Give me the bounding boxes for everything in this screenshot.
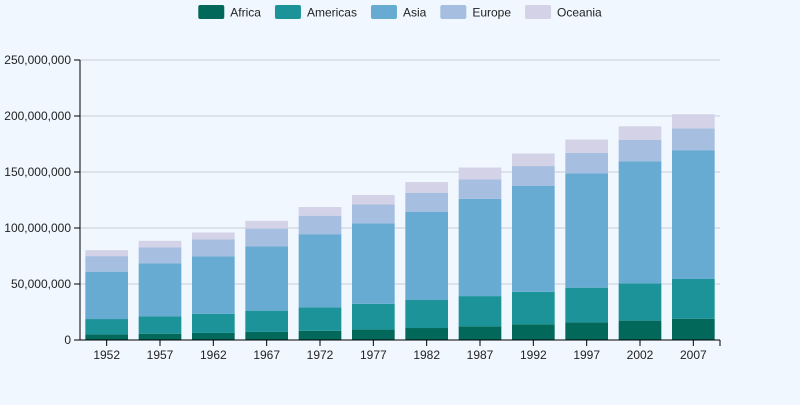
bar-africa-1987[interactable] — [458, 326, 502, 340]
bar-americas-2007[interactable] — [672, 278, 715, 319]
bar-asia-1992[interactable] — [512, 186, 555, 292]
bar-africa-1957[interactable] — [138, 333, 182, 340]
bar-americas-1982[interactable] — [405, 300, 448, 329]
bar-africa-1982[interactable] — [405, 328, 448, 340]
bar-oceania-1992[interactable] — [512, 153, 555, 167]
bar-africa-1967[interactable] — [245, 331, 288, 340]
legend-swatch — [370, 5, 397, 19]
bar-oceania-1972[interactable] — [298, 207, 342, 216]
bar-europe-1952[interactable] — [85, 256, 128, 272]
bar-americas-1987[interactable] — [458, 296, 502, 327]
legend-label: Europe — [472, 6, 511, 20]
legend-label: Africa — [230, 6, 261, 20]
bar-africa-2002[interactable] — [618, 320, 662, 340]
bar-europe-1982[interactable] — [405, 192, 448, 212]
bar-oceania-1952[interactable] — [85, 250, 128, 257]
bar-asia-1982[interactable] — [405, 211, 448, 301]
bar-europe-1992[interactable] — [512, 166, 555, 186]
legend-item-africa[interactable]: Africa — [198, 5, 261, 20]
y-tick-label: 100,000,000 — [4, 221, 71, 235]
bar-americas-2002[interactable] — [618, 283, 662, 321]
legend-item-asia[interactable]: Asia — [370, 5, 427, 20]
y-tick-label: 150,000,000 — [4, 165, 71, 179]
legend-item-americas[interactable]: Americas — [274, 5, 357, 20]
x-tick-label: 1987 — [467, 348, 494, 362]
x-tick-label: 1952 — [93, 348, 120, 362]
bar-asia-1987[interactable] — [458, 198, 502, 297]
y-tick-label: 200,000,000 — [4, 109, 71, 123]
x-tick-label: 2007 — [680, 348, 707, 362]
y-tick-label: 50,000,000 — [11, 277, 71, 291]
legend-item-europe[interactable]: Europe — [440, 5, 511, 20]
bar-asia-1997[interactable] — [565, 173, 608, 288]
bar-oceania-1982[interactable] — [405, 182, 448, 193]
bar-europe-2007[interactable] — [672, 128, 715, 151]
bar-oceania-2002[interactable] — [618, 126, 662, 140]
legend: Africa Americas Asia Europe Oceania — [198, 5, 602, 20]
bar-americas-1997[interactable] — [565, 287, 608, 323]
bar-oceania-1987[interactable] — [458, 167, 502, 180]
legend-item-oceania[interactable]: Oceania — [525, 5, 602, 20]
x-axis: 1952 1957 1962 1967 1972 1977 1982 1987 1992 1997… — [80, 339, 721, 362]
bar-americas-1962[interactable] — [192, 313, 235, 333]
bar-asia-1962[interactable] — [192, 256, 235, 314]
x-tick-label: 1957 — [147, 348, 174, 362]
bar-americas-1967[interactable] — [245, 310, 288, 332]
bar-oceania-1997[interactable] — [565, 139, 608, 153]
bar-americas-1977[interactable] — [352, 303, 395, 330]
bar-africa-1972[interactable] — [298, 330, 342, 340]
bar-africa-1997[interactable] — [565, 322, 608, 340]
legend-swatch — [274, 5, 301, 19]
bar-africa-1992[interactable] — [512, 324, 555, 340]
bar-europe-1972[interactable] — [298, 215, 342, 235]
legend-label: Asia — [403, 6, 427, 20]
bar-europe-1957[interactable] — [138, 247, 182, 264]
bar-asia-2002[interactable] — [618, 161, 662, 284]
bar-asia-1977[interactable] — [352, 223, 395, 304]
legend-swatch — [198, 5, 225, 19]
x-tick-label: 1992 — [520, 348, 547, 362]
bar-asia-2007[interactable] — [672, 150, 715, 279]
bar-europe-2002[interactable] — [618, 139, 662, 162]
bar-americas-1952[interactable] — [85, 319, 128, 335]
bar-africa-1977[interactable] — [352, 329, 395, 340]
y-tick-label: 250,000,000 — [4, 53, 71, 67]
bar-americas-1957[interactable] — [138, 316, 182, 334]
bar-asia-1957[interactable] — [138, 263, 182, 317]
bar-europe-1962[interactable] — [192, 239, 235, 257]
bar-europe-1997[interactable] — [565, 152, 608, 174]
bars — [85, 114, 715, 340]
x-tick-label: 2002 — [627, 348, 654, 362]
bar-oceania-1962[interactable] — [192, 232, 235, 240]
bar-oceania-1957[interactable] — [138, 240, 182, 248]
bar-europe-1977[interactable] — [352, 204, 395, 224]
bar-africa-2007[interactable] — [672, 318, 715, 340]
bar-asia-1972[interactable] — [298, 234, 342, 308]
bar-africa-1962[interactable] — [192, 332, 235, 340]
bar-africa-1952[interactable] — [85, 334, 128, 340]
bar-americas-1972[interactable] — [298, 307, 342, 331]
x-tick-label: 1997 — [573, 348, 600, 362]
x-tick-label: 1982 — [413, 348, 440, 362]
legend-label: Americas — [307, 6, 357, 20]
bar-oceania-2007[interactable] — [672, 114, 715, 129]
bar-oceania-1977[interactable] — [352, 194, 395, 205]
legend-swatch — [440, 5, 467, 19]
x-tick-label: 1967 — [253, 348, 280, 362]
bar-asia-1952[interactable] — [85, 271, 128, 320]
bar-americas-1992[interactable] — [512, 291, 555, 325]
bar-europe-1967[interactable] — [245, 228, 288, 247]
x-tick-label: 1972 — [307, 348, 334, 362]
x-tick-label: 1977 — [360, 348, 387, 362]
legend-label: Oceania — [557, 6, 602, 20]
bar-europe-1987[interactable] — [458, 179, 502, 199]
bar-asia-1967[interactable] — [245, 246, 288, 311]
x-tick-label: 1962 — [200, 348, 227, 362]
legend-swatch — [525, 5, 552, 19]
bar-oceania-1967[interactable] — [245, 220, 288, 229]
y-tick-label: 0 — [64, 333, 71, 347]
y-axis: 0 50,000,000 100,000,000 150,000,000 200,000… — [4, 53, 81, 347]
